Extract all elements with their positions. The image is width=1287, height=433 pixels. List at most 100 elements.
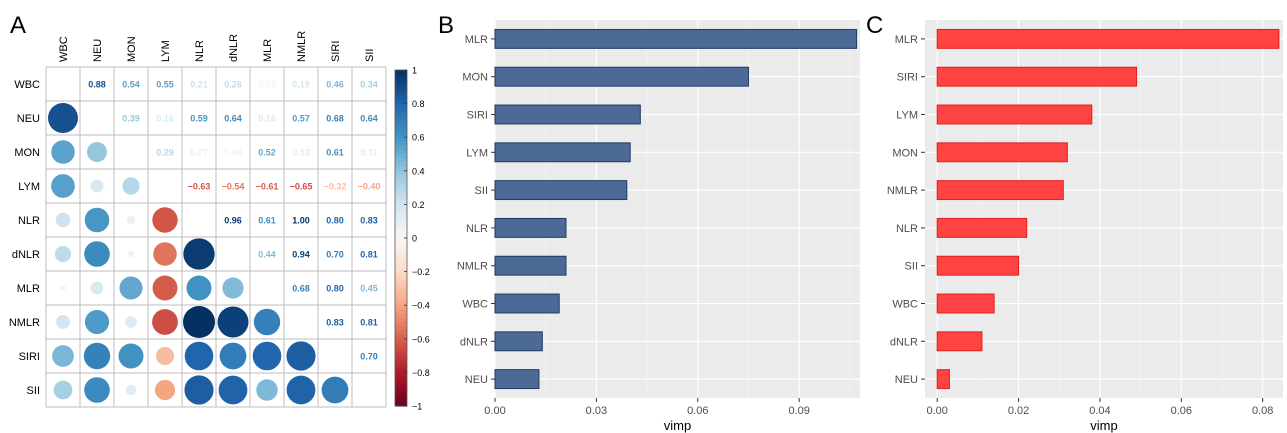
correlation-circle [153,242,177,266]
correlation-value: 0.83 [326,318,344,328]
colorbar-segment [395,326,407,331]
correlation-value: 0.16 [258,114,276,124]
colorbar-segment [395,317,407,323]
colorbar-segment [395,359,407,365]
colorbar-segment [395,263,407,268]
correlation-value: 0.03 [258,80,276,90]
correlation-circle [154,379,176,401]
correlation-circle [125,384,137,396]
correlation-circle [90,179,104,193]
y-tick-label: NLR [466,223,488,235]
x-tick-label: 0.08 [1252,405,1273,417]
correlation-value: 0.29 [156,148,174,158]
correlation-value: 0.16 [156,114,174,124]
x-tick-label: 0.00 [484,405,505,417]
bar [494,217,567,238]
correlation-circle [184,375,214,405]
bar [494,369,540,390]
bar [494,255,567,276]
correlation-value: −0.63 [188,182,211,192]
colorbar-segment [395,112,407,117]
correlation-circle [51,140,75,164]
colorbar-segment [395,389,407,394]
colorbar-segment [395,149,407,155]
bar [936,331,983,352]
colorbar-tick-label: −0.6 [412,334,430,344]
bar [936,180,1064,201]
correlation-circle [183,306,215,338]
correlation-value: 0.64 [224,114,242,124]
y-tick-label: dNLR [460,336,488,348]
colorbar-segment [395,120,407,126]
y-tick-label: SIRI [467,110,488,122]
colorbar-segment [395,191,407,197]
y-tick-label: NMLR [887,185,918,197]
colorbar-segment [395,334,407,340]
correlation-circle [122,177,140,195]
colorbar-segment [395,99,407,105]
correlation-value: 0.21 [190,80,208,90]
colorbar-segment [395,208,407,214]
bar [494,28,858,49]
colorbar-segment [395,124,407,130]
correlation-circle [47,102,79,134]
correlation-value: 0.55 [156,80,174,90]
y-tick-label: SIRI [897,72,918,84]
row-label: dNLR [12,249,40,261]
colorbar-segment [395,70,407,75]
row-label: MLR [17,283,40,295]
colorbar-segment [395,95,407,100]
vimp-bar-chart-c: MLR SIRI LYM MON NMLR NLR SII WBC dNLR NEU 0.00 0.0… [887,20,1283,433]
correlation-value: 0.80 [326,284,344,294]
correlation-circle [152,309,178,335]
x-axis-title: vimp [1090,418,1117,433]
correlation-circle [60,285,66,291]
colorbar-segment [395,74,407,79]
bar [936,142,1068,163]
correlation-circle [152,275,178,301]
colorbar-segment [395,305,407,310]
row-label: NMLR [9,317,40,329]
correlation-value: 0.68 [292,284,310,294]
colorbar-segment [395,385,407,390]
x-tick-label: 0.03 [586,405,607,417]
colorbar-segment [395,170,407,176]
correlation-circle [119,276,143,300]
row-label: NEU [17,113,40,125]
colorbar-segment [395,301,407,306]
colorbar-segment [395,364,407,369]
colorbar-segment [395,397,407,403]
y-tick-label: dNLR [890,336,918,348]
correlation-circle [55,212,71,228]
correlation-value: 0.61 [326,148,344,158]
x-axis-title: vimp [664,418,691,433]
correlation-value: 0.88 [88,80,106,90]
correlation-value: 0.94 [292,250,310,260]
column-label: SIRI [330,41,342,62]
bar [936,369,950,390]
colorbar-segment [395,86,407,92]
colorbar-tick-label: 0 [412,234,417,244]
row-label: MON [14,147,40,159]
correlation-value: −0.32 [324,182,347,192]
bar [494,293,560,314]
colorbar-segment [395,107,407,113]
colorbar-segment [395,229,407,235]
correlation-circle [52,345,74,367]
y-tick-label: NEU [465,374,488,386]
x-tick-label: 0.06 [687,405,708,417]
y-tick-label: MON [462,72,488,84]
correlation-circle [252,341,282,371]
correlation-circle [219,342,247,370]
colorbar-segment [395,309,407,315]
correlation-value: 0.34 [360,80,378,90]
row-label: SIRI [19,351,40,363]
colorbar-segment [395,128,407,134]
colorbar-tick-label: 0.8 [412,99,425,109]
colorbar-segment [395,343,407,348]
correlation-value: 0.39 [122,114,140,124]
column-label: LYM [160,40,172,62]
colorbar-segment [395,275,407,281]
correlation-circle [126,215,136,225]
colorbar-segment [395,376,407,382]
